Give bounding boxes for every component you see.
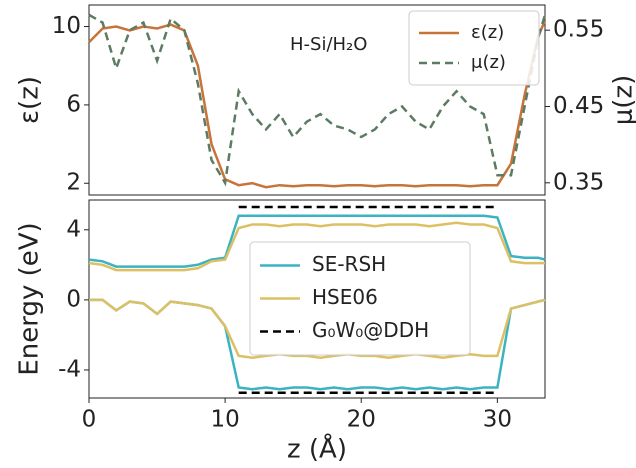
x-tick-label: 10: [210, 407, 239, 433]
series-line: [88, 221, 545, 272]
legend-box: [408, 10, 540, 86]
y-tick-label: 0: [66, 286, 81, 312]
legend-label: ε(z): [471, 22, 504, 43]
x-tick-label: 30: [483, 407, 512, 433]
legend-label: G₀W₀@DDH: [312, 318, 429, 342]
y2-tick-label: 0.45: [553, 93, 604, 119]
legend-box: [249, 241, 471, 356]
y-tick-label: 2: [66, 170, 81, 196]
y-tick-label: 6: [66, 91, 81, 117]
series-line: [88, 13, 547, 187]
legend-label: SE-RSH: [312, 252, 386, 276]
series-line: [89, 298, 546, 359]
x-axis-label: z (Å): [287, 433, 347, 465]
plot-frame: [88, 4, 546, 196]
series-line: [88, 214, 546, 268]
x-tick-label: 20: [347, 407, 376, 433]
y-axis-label: Energy (eV): [15, 222, 45, 375]
y-tick-label: 10: [52, 13, 81, 39]
y-axis-label: ε(z): [15, 76, 45, 124]
series-line: [88, 20, 547, 189]
annotation: H-Si/H₂O: [290, 34, 367, 55]
y-tick-label: 4: [66, 216, 81, 242]
legend-label: μ(z): [471, 52, 506, 73]
legend-label: HSE06: [312, 285, 378, 309]
x-tick-label: 0: [82, 407, 97, 433]
y2-axis-label: μ(z): [609, 75, 636, 125]
y2-tick-label: 0.35: [553, 169, 604, 195]
y2-tick-label: 0.55: [553, 17, 604, 43]
y-tick-label: -4: [58, 356, 81, 382]
